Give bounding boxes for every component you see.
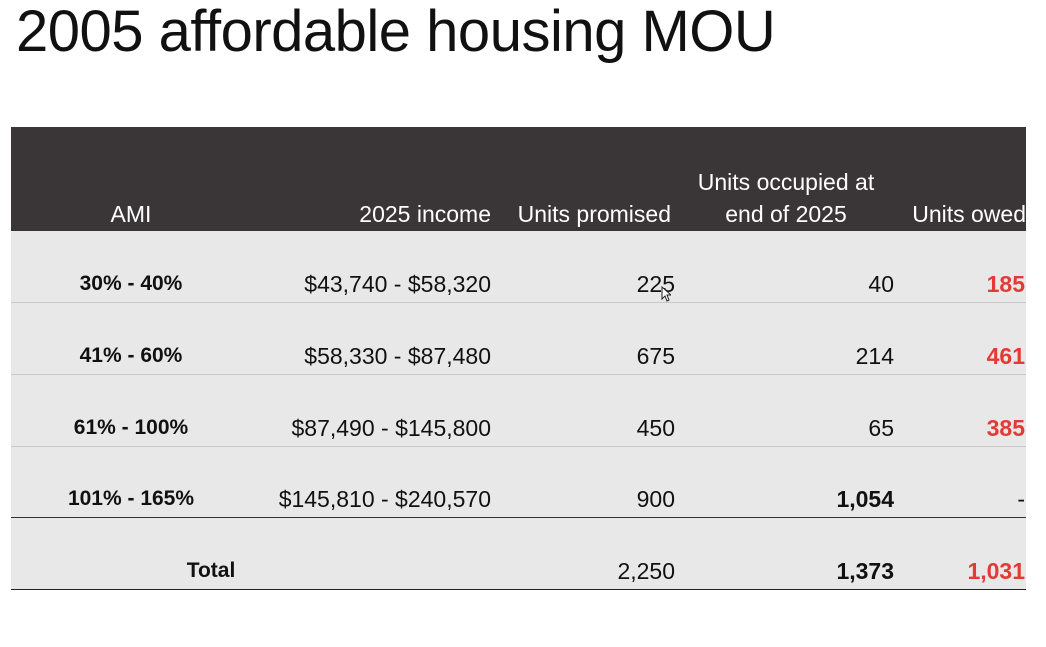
table-bottom-border — [11, 589, 1026, 590]
cell-units-owed: 385 — [986, 415, 1025, 441]
cell-units-occupied: 65 — [868, 415, 894, 441]
cell-units-owed: 461 — [986, 343, 1025, 369]
table-header: AMI 2025 income Units promised Units occ… — [11, 127, 1026, 231]
total-units-owed: 1,031 — [967, 558, 1025, 584]
cell-income: $87,490 - $145,800 — [291, 415, 491, 441]
cell-units-owed: 185 — [986, 271, 1025, 297]
header-units-occupied-line2: end of 2025 — [725, 201, 847, 227]
cell-units-promised: 450 — [636, 415, 675, 441]
header-units-owed: Units owed — [912, 201, 1026, 227]
header-units-occupied-line1: Units occupied at — [697, 169, 875, 195]
cell-ami: 101% - 165% — [67, 487, 195, 510]
table-row: 101% - 165% $145,810 - $240,570 900 1,05… — [11, 446, 1026, 518]
cell-units-occupied: 40 — [868, 271, 894, 297]
cell-income: $58,330 - $87,480 — [304, 343, 491, 369]
header-units-promised: Units promised — [517, 201, 671, 227]
total-units-promised: 2,250 — [617, 558, 675, 584]
header-income: 2025 income — [359, 201, 491, 227]
cell-income: $145,810 - $240,570 — [278, 486, 491, 512]
cell-units-occupied: 214 — [855, 343, 894, 369]
header-units-occupied: Units occupied at end of 2025 — [671, 166, 901, 230]
total-label: Total — [186, 559, 236, 582]
cell-units-promised: 900 — [636, 486, 675, 512]
total-units-occupied: 1,373 — [836, 558, 894, 584]
page-title: 2005 affordable housing MOU — [16, 0, 776, 64]
cell-income: $43,740 - $58,320 — [304, 271, 491, 297]
cell-units-promised: 225 — [636, 271, 675, 297]
cell-units-owed: - — [1017, 486, 1025, 512]
mouse-pointer-icon — [661, 286, 671, 302]
total-row: Total 2,250 1,373 1,031 — [11, 518, 1026, 589]
table-row: 61% - 100% $87,490 - $145,800 450 65 385 — [11, 375, 1026, 447]
header-ami: AMI — [110, 201, 152, 227]
cell-units-promised: 675 — [636, 343, 675, 369]
housing-table: AMI 2025 income Units promised Units occ… — [11, 127, 1026, 590]
table-row: 30% - 40% $43,740 - $58,320 225 40 185 — [11, 231, 1026, 303]
cell-units-occupied: 1,054 — [836, 486, 894, 512]
cell-ami: 30% - 40% — [79, 272, 183, 295]
cell-ami: 41% - 60% — [79, 344, 183, 367]
cell-ami: 61% - 100% — [73, 416, 189, 439]
table-row: 41% - 60% $58,330 - $87,480 675 214 461 — [11, 303, 1026, 375]
